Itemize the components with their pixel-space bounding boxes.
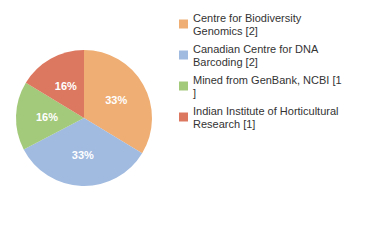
svg-text:33%: 33%: [72, 149, 94, 161]
svg-text:Barcoding [2]: Barcoding [2]: [193, 56, 258, 68]
svg-text:Canadian Centre for DNA: Canadian Centre for DNA: [193, 43, 321, 55]
svg-text:Genomics [2]: Genomics [2]: [193, 25, 258, 37]
svg-text:Centre for Biodiversity: Centre for Biodiversity: [193, 12, 304, 24]
svg-text:33%: 33%: [105, 94, 127, 106]
svg-text:16%: 16%: [55, 80, 77, 92]
svg-text:Mined from GenBank, NCBI [1: Mined from GenBank, NCBI [1: [193, 74, 342, 86]
svg-text:Indian Institute of Horticultu: Indian Institute of Horticultural: [193, 105, 342, 117]
svg-text:Research [1]: Research [1]: [193, 118, 255, 130]
svg-text:]: ]: [193, 87, 196, 99]
svg-text:16%: 16%: [36, 111, 58, 123]
